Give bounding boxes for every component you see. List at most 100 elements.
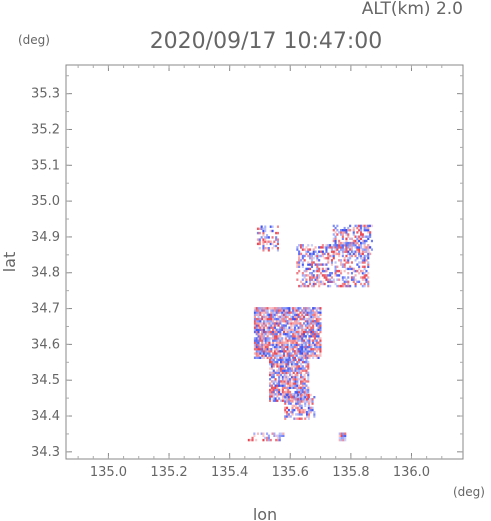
- data-cell: [284, 396, 287, 399]
- data-cell: [303, 341, 306, 344]
- data-cell: [279, 339, 282, 342]
- data-cell: [293, 313, 296, 316]
- data-cell: [358, 252, 361, 256]
- data-cell: [347, 259, 350, 262]
- data-cell: [272, 335, 275, 338]
- data-cell: [308, 317, 311, 321]
- data-cell: [261, 326, 264, 329]
- data-cell: [321, 280, 324, 283]
- data-cell: [291, 408, 294, 412]
- data-cell: [288, 330, 291, 334]
- data-cell: [301, 358, 304, 362]
- data-cell: [301, 274, 304, 277]
- data-cell: [285, 390, 288, 394]
- data-cell: [266, 328, 269, 331]
- data-cell: [363, 235, 366, 238]
- x-tick-label: 135.8: [332, 465, 369, 480]
- data-cell: [261, 330, 264, 334]
- data-cell: [281, 356, 284, 359]
- data-cell: [261, 352, 264, 355]
- data-cell: [268, 326, 271, 329]
- data-cell: [298, 378, 301, 381]
- data-cell: [345, 246, 348, 249]
- data-cell: [290, 337, 293, 340]
- data-cell: [304, 404, 307, 407]
- data-cell: [270, 317, 273, 321]
- data-cell: [277, 330, 280, 334]
- data-cell: [298, 406, 301, 410]
- data-cell: [296, 382, 299, 385]
- data-cell: [298, 411, 301, 414]
- data-cell: [363, 261, 366, 264]
- data-cell: [313, 330, 316, 334]
- data-cell: [283, 343, 286, 347]
- data-cell: [319, 328, 322, 331]
- data-cell: [253, 352, 256, 355]
- data-cell: [266, 320, 269, 323]
- data-cell: [266, 326, 269, 329]
- data-cell: [262, 247, 265, 250]
- data-cell: [310, 254, 313, 258]
- data-cell: [315, 313, 318, 316]
- data-cell: [276, 358, 279, 362]
- data-cell: [277, 322, 280, 325]
- data-cell: [272, 380, 275, 383]
- data-cell: [363, 278, 366, 281]
- data-cell: [255, 343, 258, 347]
- data-cell: [258, 242, 261, 246]
- data-cell: [290, 335, 293, 338]
- data-cell: [296, 369, 299, 372]
- data-cell: [297, 335, 300, 338]
- data-cell: [270, 388, 273, 392]
- data-cell: [330, 259, 333, 262]
- data-cell: [275, 236, 278, 239]
- data-cell: [289, 386, 292, 389]
- data-cell: [340, 233, 343, 236]
- data-cell: [263, 313, 266, 316]
- data-cell: [301, 365, 304, 368]
- data-cell: [268, 317, 271, 321]
- data-cell: [350, 254, 353, 258]
- data-cell: [316, 278, 319, 281]
- x-tick-label: 135.4: [211, 465, 248, 480]
- data-cell: [264, 225, 267, 228]
- data-cell: [303, 369, 306, 372]
- data-cell: [312, 284, 315, 288]
- data-cell: [317, 307, 320, 310]
- data-cell: [309, 263, 312, 266]
- data-cell: [332, 229, 335, 232]
- data-cell: [295, 322, 298, 325]
- data-cell: [280, 365, 283, 368]
- data-cell: [278, 375, 281, 379]
- data-cell: [286, 354, 289, 357]
- data-cell: [336, 252, 339, 256]
- data-cell: [358, 250, 361, 253]
- data-cell: [304, 417, 307, 420]
- data-cell: [283, 393, 286, 396]
- data-cell: [312, 311, 315, 314]
- data-cell: [281, 393, 284, 396]
- data-cell: [309, 267, 312, 271]
- data-cell: [281, 332, 284, 336]
- data-cell: [295, 345, 298, 349]
- data-cell: [280, 399, 283, 402]
- data-cell: [267, 249, 270, 252]
- data-cell: [307, 371, 310, 374]
- data-cell: [298, 384, 301, 387]
- data-cell: [343, 241, 346, 245]
- data-cell: [264, 348, 267, 351]
- data-cell: [342, 432, 345, 435]
- data-cell: [290, 369, 293, 372]
- data-cell: [363, 229, 366, 232]
- data-cell: [343, 244, 346, 247]
- data-cell: [280, 369, 283, 372]
- data-cell: [334, 267, 337, 271]
- data-cell: [283, 369, 286, 372]
- data-cell: [288, 326, 291, 329]
- data-cell: [278, 384, 281, 387]
- data-cell: [306, 309, 309, 312]
- data-cell: [341, 235, 344, 238]
- data-cell: [316, 280, 319, 283]
- data-cell: [285, 388, 288, 392]
- data-cell: [287, 390, 290, 394]
